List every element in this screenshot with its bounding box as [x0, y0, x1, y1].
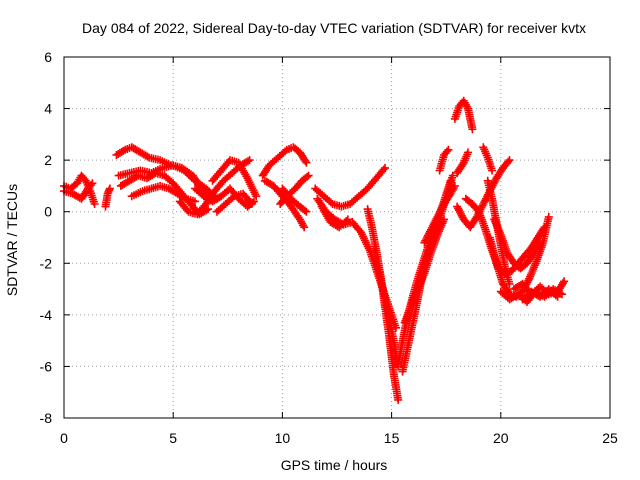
x-axis-label: GPS time / hours — [281, 457, 388, 473]
y-tick-label: -8 — [40, 410, 53, 426]
series-arc-24 — [420, 181, 459, 247]
y-tick-label: -4 — [40, 307, 53, 323]
series-arc-12 — [258, 143, 311, 180]
series-arc-07 — [127, 181, 199, 206]
y-tick-label: -2 — [40, 255, 53, 271]
series-arc-23 — [400, 215, 448, 327]
plus-markers — [479, 143, 497, 175]
plus-markers — [450, 96, 477, 134]
data-markers — [60, 96, 569, 404]
series-arc-36 — [518, 285, 562, 304]
y-tick-label: 0 — [44, 204, 52, 220]
series-arc-11 — [212, 189, 256, 216]
plus-markers — [490, 215, 545, 273]
x-tick-label: 10 — [275, 430, 291, 446]
series-arc-33 — [490, 215, 545, 273]
plus-markers — [518, 285, 562, 304]
plus-markers — [317, 202, 352, 232]
plus-markers — [420, 181, 459, 247]
plot-frame — [63, 56, 611, 419]
plus-markers — [400, 215, 448, 327]
y-tick-label: 4 — [44, 101, 52, 117]
axis-ticks: 0 5 10 15 20 25 -8 -6 -4 -2 0 2 4 6 — [40, 49, 618, 446]
series-arc-30 — [479, 143, 497, 175]
x-tick-label: 0 — [60, 430, 68, 446]
plus-markers — [435, 145, 453, 175]
series-arc-18 — [317, 202, 352, 232]
series-arc-15 — [278, 184, 311, 216]
series-arc-25 — [435, 145, 453, 175]
y-tick-label: -6 — [40, 358, 53, 374]
series-arc-26 — [450, 96, 477, 134]
plus-markers — [258, 143, 311, 180]
plus-markers — [208, 156, 261, 201]
series-arc-10 — [208, 156, 261, 201]
x-tick-label: 20 — [493, 430, 509, 446]
x-tick-label: 5 — [169, 430, 177, 446]
grid-lines — [64, 57, 610, 418]
series-arc-03 — [101, 184, 114, 211]
plus-markers — [453, 148, 472, 177]
chart-title: Day 084 of 2022, Sidereal Day-to-day VTE… — [82, 20, 586, 36]
x-tick-label: 15 — [384, 430, 400, 446]
y-axis-label: SDTVAR / TECUs — [4, 184, 20, 296]
series-arc-16 — [311, 163, 389, 211]
y-tick-label: 6 — [44, 49, 52, 65]
plus-markers — [101, 184, 114, 211]
y-tick-label: 2 — [44, 152, 52, 168]
plus-markers — [311, 163, 389, 211]
plus-markers — [127, 181, 199, 206]
series-arc-27 — [453, 148, 472, 177]
plus-markers — [212, 189, 256, 216]
x-tick-label: 25 — [602, 430, 618, 446]
plus-markers — [278, 184, 311, 216]
